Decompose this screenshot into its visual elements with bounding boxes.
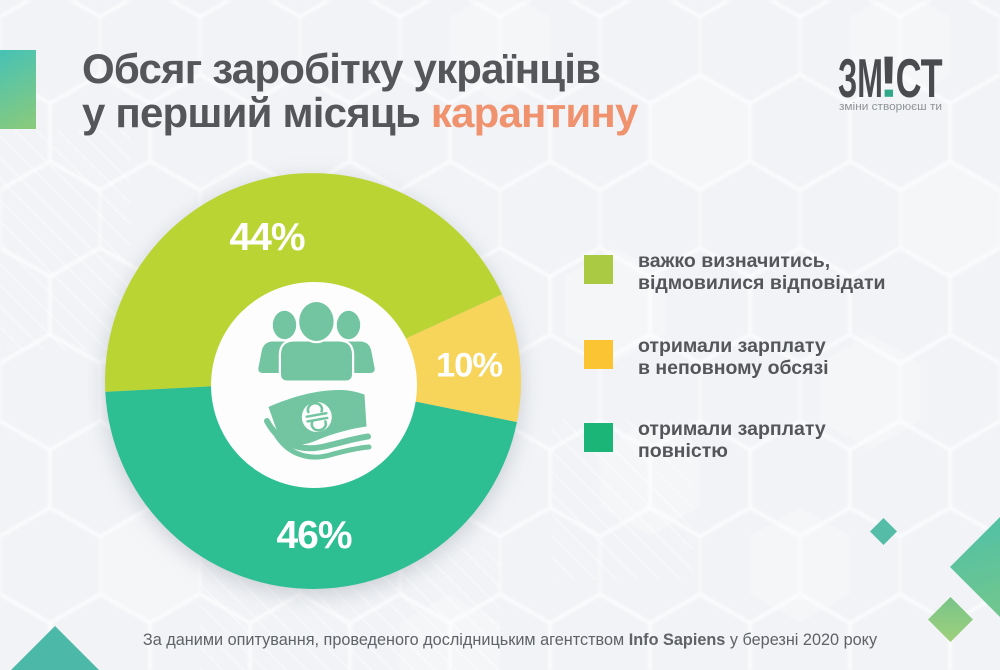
svg-text:зміни створюєш ти: зміни створюєш ти [839, 101, 942, 113]
svg-text:СТ: СТ [896, 48, 943, 109]
svg-text:ЗМ: ЗМ [838, 49, 883, 109]
